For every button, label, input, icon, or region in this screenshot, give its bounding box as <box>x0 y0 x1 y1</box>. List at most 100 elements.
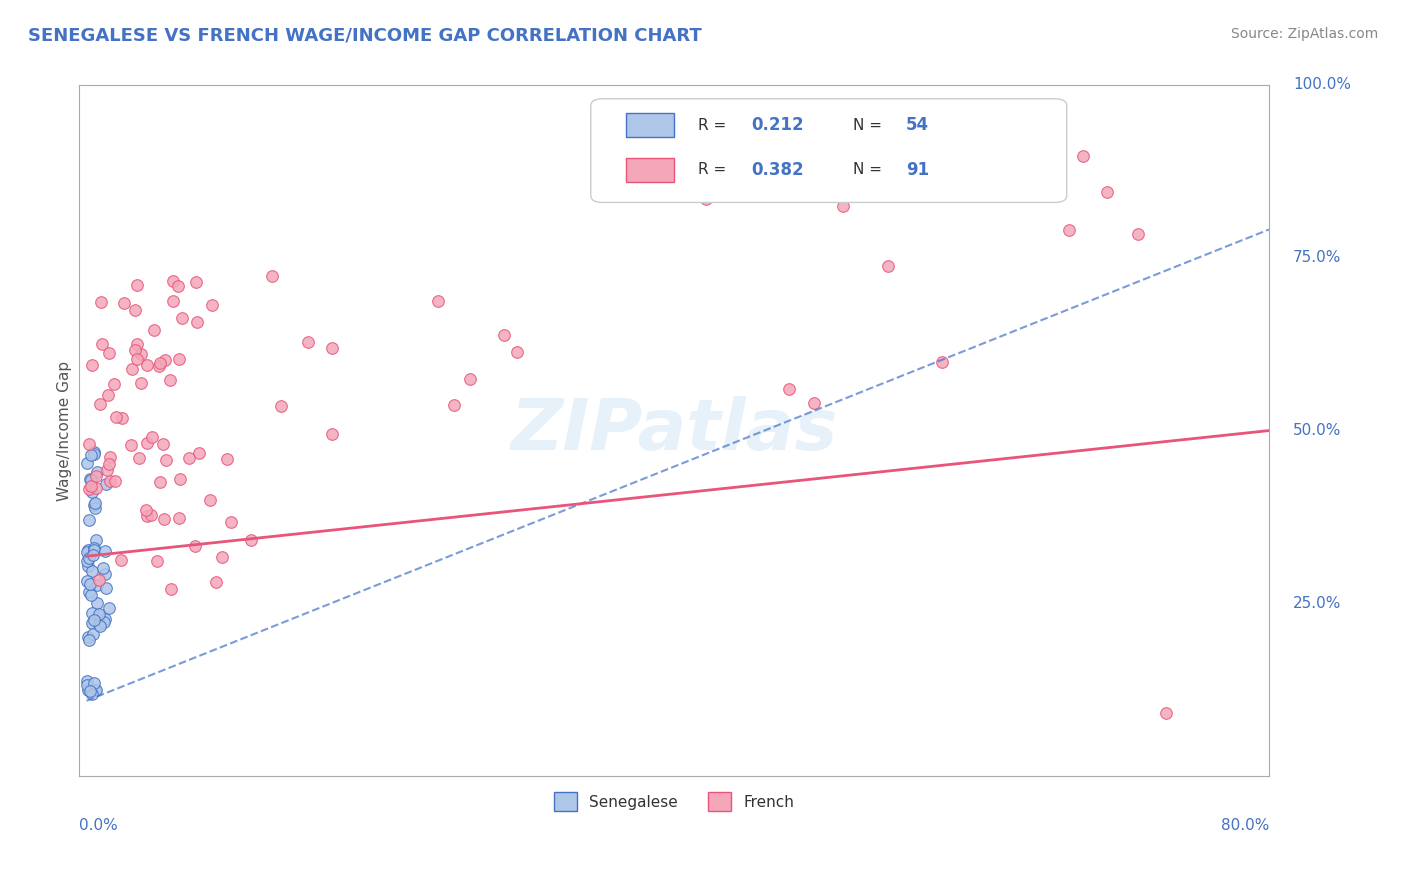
Point <box>167 352 190 367</box>
Point <box>84 682 107 697</box>
Point <box>142 322 165 336</box>
Point <box>79 632 101 647</box>
Point <box>77 631 100 645</box>
Point <box>105 409 128 424</box>
Point <box>1095 185 1118 199</box>
Point <box>239 533 262 548</box>
Point <box>1071 149 1094 163</box>
Point <box>170 311 193 326</box>
Point <box>82 627 104 641</box>
Point <box>77 585 100 599</box>
Point <box>141 430 163 444</box>
Point <box>104 474 127 488</box>
Point <box>184 540 207 554</box>
Legend: Senegalese, French: Senegalese, French <box>548 786 800 817</box>
Point <box>135 359 157 373</box>
Point <box>128 450 150 465</box>
Point <box>83 447 105 461</box>
Point <box>87 573 110 587</box>
Point <box>260 269 283 284</box>
Point <box>76 673 98 688</box>
Point <box>204 575 226 590</box>
Point <box>80 588 103 602</box>
FancyBboxPatch shape <box>627 112 673 136</box>
Point <box>80 473 103 487</box>
Point <box>153 511 176 525</box>
Point <box>188 446 211 460</box>
Point <box>129 376 152 391</box>
Point <box>219 516 242 530</box>
Point <box>83 541 105 555</box>
FancyBboxPatch shape <box>627 158 673 182</box>
Point <box>80 616 103 631</box>
Text: N =: N = <box>852 118 886 133</box>
Point <box>76 457 98 471</box>
FancyBboxPatch shape <box>591 99 1067 202</box>
Point <box>110 553 132 567</box>
Point <box>98 457 121 471</box>
Point <box>136 509 159 524</box>
Point <box>136 436 159 450</box>
Point <box>1059 222 1081 236</box>
Point <box>1126 227 1149 241</box>
Point <box>129 347 152 361</box>
Point <box>931 355 953 369</box>
Text: ZIPatlas: ZIPatlas <box>510 396 838 465</box>
Point <box>77 513 100 527</box>
Point <box>149 475 172 490</box>
Point <box>77 437 100 451</box>
Y-axis label: Wage/Income Gap: Wage/Income Gap <box>58 360 72 500</box>
Point <box>169 511 191 525</box>
Point <box>82 606 104 620</box>
Point <box>159 582 181 597</box>
Point <box>112 296 135 310</box>
Point <box>200 298 222 312</box>
Point <box>77 543 100 558</box>
Point <box>152 437 174 451</box>
Point <box>125 337 148 351</box>
Point <box>98 450 121 465</box>
Point <box>83 613 105 627</box>
Point <box>96 463 118 477</box>
Text: 80.0%: 80.0% <box>1220 818 1270 832</box>
Point <box>494 327 516 342</box>
Point <box>77 551 100 566</box>
Point <box>90 294 112 309</box>
Point <box>80 485 103 500</box>
Point <box>139 508 162 522</box>
Point <box>120 438 142 452</box>
Point <box>149 356 172 370</box>
Point <box>86 578 108 592</box>
Text: 54: 54 <box>905 116 929 134</box>
Text: SENEGALESE VS FRENCH WAGE/INCOME GAP CORRELATION CHART: SENEGALESE VS FRENCH WAGE/INCOME GAP COR… <box>28 27 702 45</box>
Point <box>153 352 176 367</box>
Point <box>80 448 103 462</box>
Text: 25.0%: 25.0% <box>1294 596 1341 611</box>
Point <box>877 260 900 274</box>
Point <box>321 426 343 441</box>
Point <box>148 359 170 373</box>
Point <box>135 502 157 516</box>
Point <box>79 576 101 591</box>
Text: R =: R = <box>697 118 731 133</box>
Point <box>87 609 110 624</box>
Point <box>179 451 201 466</box>
Text: 0.212: 0.212 <box>751 116 804 134</box>
Text: 75.0%: 75.0% <box>1294 251 1341 265</box>
Point <box>94 612 117 626</box>
Point <box>76 574 98 589</box>
Point <box>94 476 117 491</box>
Text: 50.0%: 50.0% <box>1294 423 1341 438</box>
Point <box>155 453 177 467</box>
Point <box>83 444 105 458</box>
Point <box>84 682 107 697</box>
Point <box>77 482 100 496</box>
Text: R =: R = <box>697 162 731 178</box>
Point <box>84 533 107 547</box>
Point <box>93 615 115 630</box>
Point <box>711 178 734 193</box>
Point <box>86 596 108 610</box>
Point <box>270 399 292 413</box>
Point <box>145 554 167 568</box>
Point <box>93 567 115 582</box>
